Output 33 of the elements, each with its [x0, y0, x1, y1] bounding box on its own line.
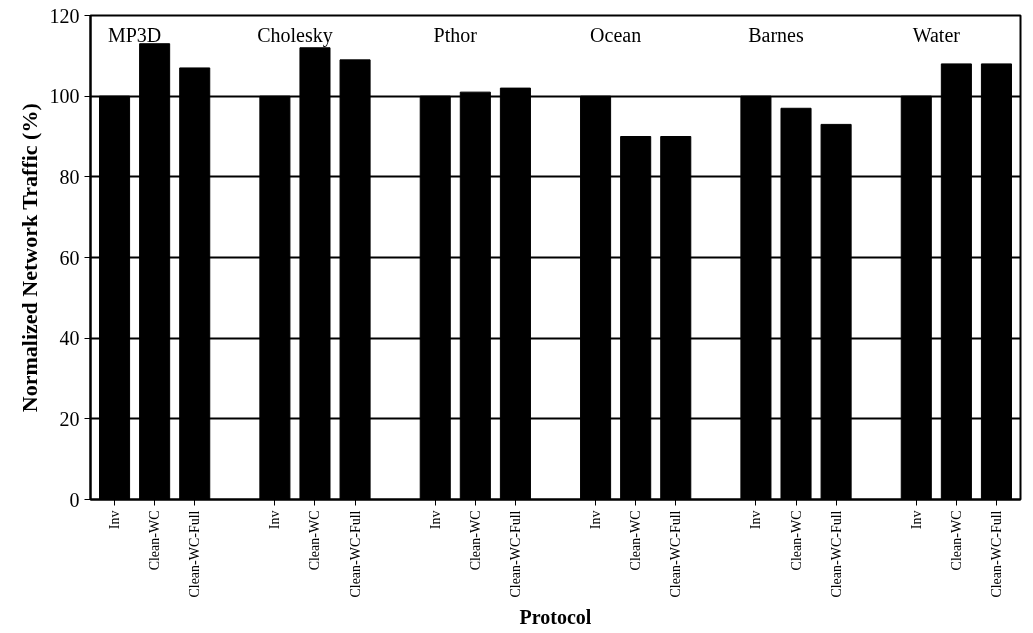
y-tick-label: 20 [59, 407, 80, 430]
y-tick-label: 60 [59, 246, 80, 269]
x-tick-label: Clean-WC [788, 510, 804, 571]
x-tick-label: Clean-WC-Full [507, 510, 523, 598]
y-tick-label: 120 [49, 4, 80, 27]
x-tick-label: Clean-WC-Full [988, 510, 1004, 598]
x-tick-label: Clean-WC [948, 510, 964, 571]
y-tick-label: 0 [69, 488, 80, 511]
annotation: Barnes [748, 23, 804, 46]
x-tick-label: Clean-WC-Full [828, 510, 844, 598]
x-tick-label: Inv [107, 510, 123, 530]
annotation: Water [912, 23, 961, 46]
annotation: MP3D [107, 23, 162, 46]
x-tick-label: Inv [588, 510, 604, 530]
x-tick-label: Inv [908, 510, 924, 530]
y-axis-title: Normalized Network Traffic (%) [16, 103, 42, 413]
x-tick-label: Clean-WC-Full [347, 510, 363, 598]
x-tick-label: Inv [267, 510, 283, 530]
x-axis-title: Protocol [519, 605, 592, 628]
annotation: Pthor [433, 23, 478, 46]
y-tick-label: 40 [59, 327, 80, 350]
x-tick-label: Clean-WC [628, 510, 644, 571]
x-tick-label: Clean-WC-Full [187, 510, 203, 598]
y-tick-label: 80 [59, 165, 80, 188]
annotation: Cholesky [257, 23, 333, 47]
x-tick-label: Inv [427, 510, 443, 530]
x-tick-label: Inv [748, 510, 764, 530]
annotation: Ocean [590, 23, 642, 46]
x-tick-label: Clean-WC [307, 510, 323, 571]
x-tick-label: Clean-WC [147, 510, 163, 571]
x-tick-label: Clean-WC-Full [668, 510, 684, 598]
y-tick-label: 100 [49, 85, 80, 108]
x-tick-label: Clean-WC [467, 510, 483, 571]
